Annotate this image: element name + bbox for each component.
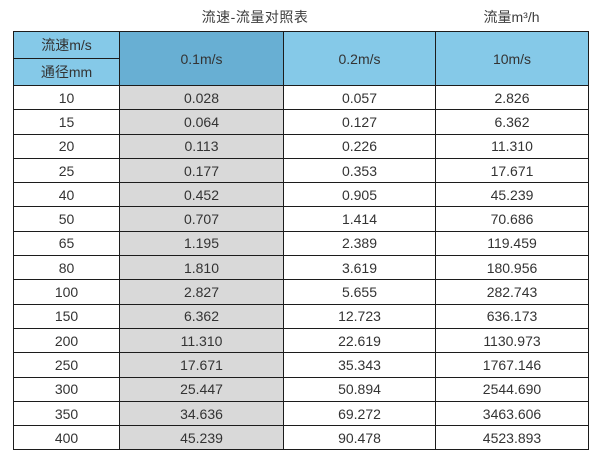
flow-value-cell: 3463.606 <box>435 400 589 427</box>
flow-value-cell: 0.452 <box>119 182 284 208</box>
flow-value-cell: 17.671 <box>119 352 284 378</box>
table-row: 10 0.028 0.057 2.826 <box>13 84 589 111</box>
table-header: 流速m/s 0.1m/s 0.2m/s 10m/s 通径mm <box>13 31 589 86</box>
flow-value-cell: 119.459 <box>435 230 589 257</box>
diameter-cell: 80 <box>13 255 120 281</box>
table-row: 350 34.636 69.272 3463.606 <box>13 400 589 427</box>
flow-value-cell: 2.389 <box>283 230 436 257</box>
flow-value-cell: 17.671 <box>435 157 589 184</box>
titlebar: 流速-流量对照表 流量m³/h <box>0 0 600 30</box>
diameter-header-cell: 通径mm <box>13 58 120 86</box>
flow-value-cell: 1130.973 <box>435 327 589 354</box>
diameter-cell: 350 <box>13 400 120 427</box>
flow-value-cell: 2.826 <box>435 84 589 111</box>
flow-value-cell: 0.707 <box>119 206 284 232</box>
table-row: 80 1.810 3.619 180.956 <box>13 255 589 281</box>
flow-value-cell: 636.173 <box>435 303 589 329</box>
flow-value-cell: 50.894 <box>283 376 436 402</box>
header-row-bottom: 通径mm <box>13 58 589 86</box>
column-header-0.1ms: 0.1m/s <box>119 31 284 86</box>
table-row: 40 0.452 0.905 45.239 <box>13 182 589 208</box>
diameter-cell: 50 <box>13 206 120 232</box>
flow-value-cell: 11.310 <box>435 133 589 159</box>
flow-value-cell: 90.478 <box>283 425 436 451</box>
page-title: 流速-流量对照表 <box>201 9 309 25</box>
flow-value-cell: 0.127 <box>283 109 436 135</box>
flow-value-cell: 0.064 <box>119 109 284 135</box>
table-body: 10 0.028 0.057 2.826 15 0.064 0.127 6.362 20 0.11… <box>13 84 589 451</box>
flow-value-cell: 282.743 <box>435 279 589 305</box>
flow-value-cell: 0.177 <box>119 157 284 184</box>
diameter-cell: 40 <box>13 182 120 208</box>
column-header-0.2ms: 0.2m/s <box>283 31 436 86</box>
flow-value-cell: 0.057 <box>283 84 436 111</box>
flow-value-cell: 0.353 <box>283 157 436 184</box>
diameter-cell: 300 <box>13 376 120 402</box>
flow-value-cell: 5.655 <box>283 279 436 305</box>
flow-value-cell: 35.343 <box>283 352 436 378</box>
diameter-cell: 25 <box>13 157 120 184</box>
table-row: 300 25.447 50.894 2544.690 <box>13 376 589 402</box>
flow-value-cell: 1.810 <box>119 255 284 281</box>
flow-value-cell: 0.226 <box>283 133 436 159</box>
flow-value-cell: 6.362 <box>119 303 284 329</box>
diameter-cell: 15 <box>13 109 120 135</box>
diameter-cell: 10 <box>13 84 120 111</box>
table-row: 100 2.827 5.655 282.743 <box>13 279 589 305</box>
flow-unit-label: 流量m³/h <box>483 9 540 25</box>
diameter-cell: 100 <box>13 279 120 305</box>
diameter-cell: 150 <box>13 303 120 329</box>
diameter-cell: 200 <box>13 327 120 354</box>
flow-value-cell: 22.619 <box>283 327 436 354</box>
flow-conversion-table: 流速m/s 0.1m/s 0.2m/s 10m/s 通径mm 10 0.028 0.… <box>13 31 589 451</box>
flow-value-cell: 180.956 <box>435 255 589 281</box>
flow-value-cell: 6.362 <box>435 109 589 135</box>
flow-value-cell: 34.636 <box>119 400 284 427</box>
table-row: 50 0.707 1.414 70.686 <box>13 206 589 232</box>
table-row: 250 17.671 35.343 1767.146 <box>13 352 589 378</box>
flow-value-cell: 70.686 <box>435 206 589 232</box>
velocity-header-cell: 流速m/s <box>13 31 120 59</box>
table-row: 150 6.362 12.723 636.173 <box>13 303 589 329</box>
flow-value-cell: 3.619 <box>283 255 436 281</box>
flow-value-cell: 1767.146 <box>435 352 589 378</box>
diameter-cell: 65 <box>13 230 120 257</box>
header-row-top: 流速m/s 0.1m/s 0.2m/s 10m/s <box>13 31 589 86</box>
flow-value-cell: 4523.893 <box>435 425 589 451</box>
flow-value-cell: 45.239 <box>435 182 589 208</box>
table-row: 25 0.177 0.353 17.671 <box>13 157 589 184</box>
table-row: 400 45.239 90.478 4523.893 <box>13 425 589 451</box>
flow-value-cell: 0.113 <box>119 133 284 159</box>
table-row: 15 0.064 0.127 6.362 <box>13 109 589 135</box>
table-row: 65 1.195 2.389 119.459 <box>13 230 589 257</box>
flow-value-cell: 69.272 <box>283 400 436 427</box>
column-header-10ms: 10m/s <box>435 31 589 86</box>
flow-value-cell: 2.827 <box>119 279 284 305</box>
flow-value-cell: 0.028 <box>119 84 284 111</box>
diameter-cell: 400 <box>13 425 120 451</box>
table-row: 20 0.113 0.226 11.310 <box>13 133 589 159</box>
flow-value-cell: 1.195 <box>119 230 284 257</box>
diameter-cell: 20 <box>13 133 120 159</box>
flow-value-cell: 25.447 <box>119 376 284 402</box>
diameter-cell: 250 <box>13 352 120 378</box>
flow-value-cell: 12.723 <box>283 303 436 329</box>
flow-value-cell: 1.414 <box>283 206 436 232</box>
flow-value-cell: 2544.690 <box>435 376 589 402</box>
flow-value-cell: 11.310 <box>119 327 284 354</box>
table-row: 200 11.310 22.619 1130.973 <box>13 327 589 354</box>
flow-value-cell: 0.905 <box>283 182 436 208</box>
flow-value-cell: 45.239 <box>119 425 284 451</box>
